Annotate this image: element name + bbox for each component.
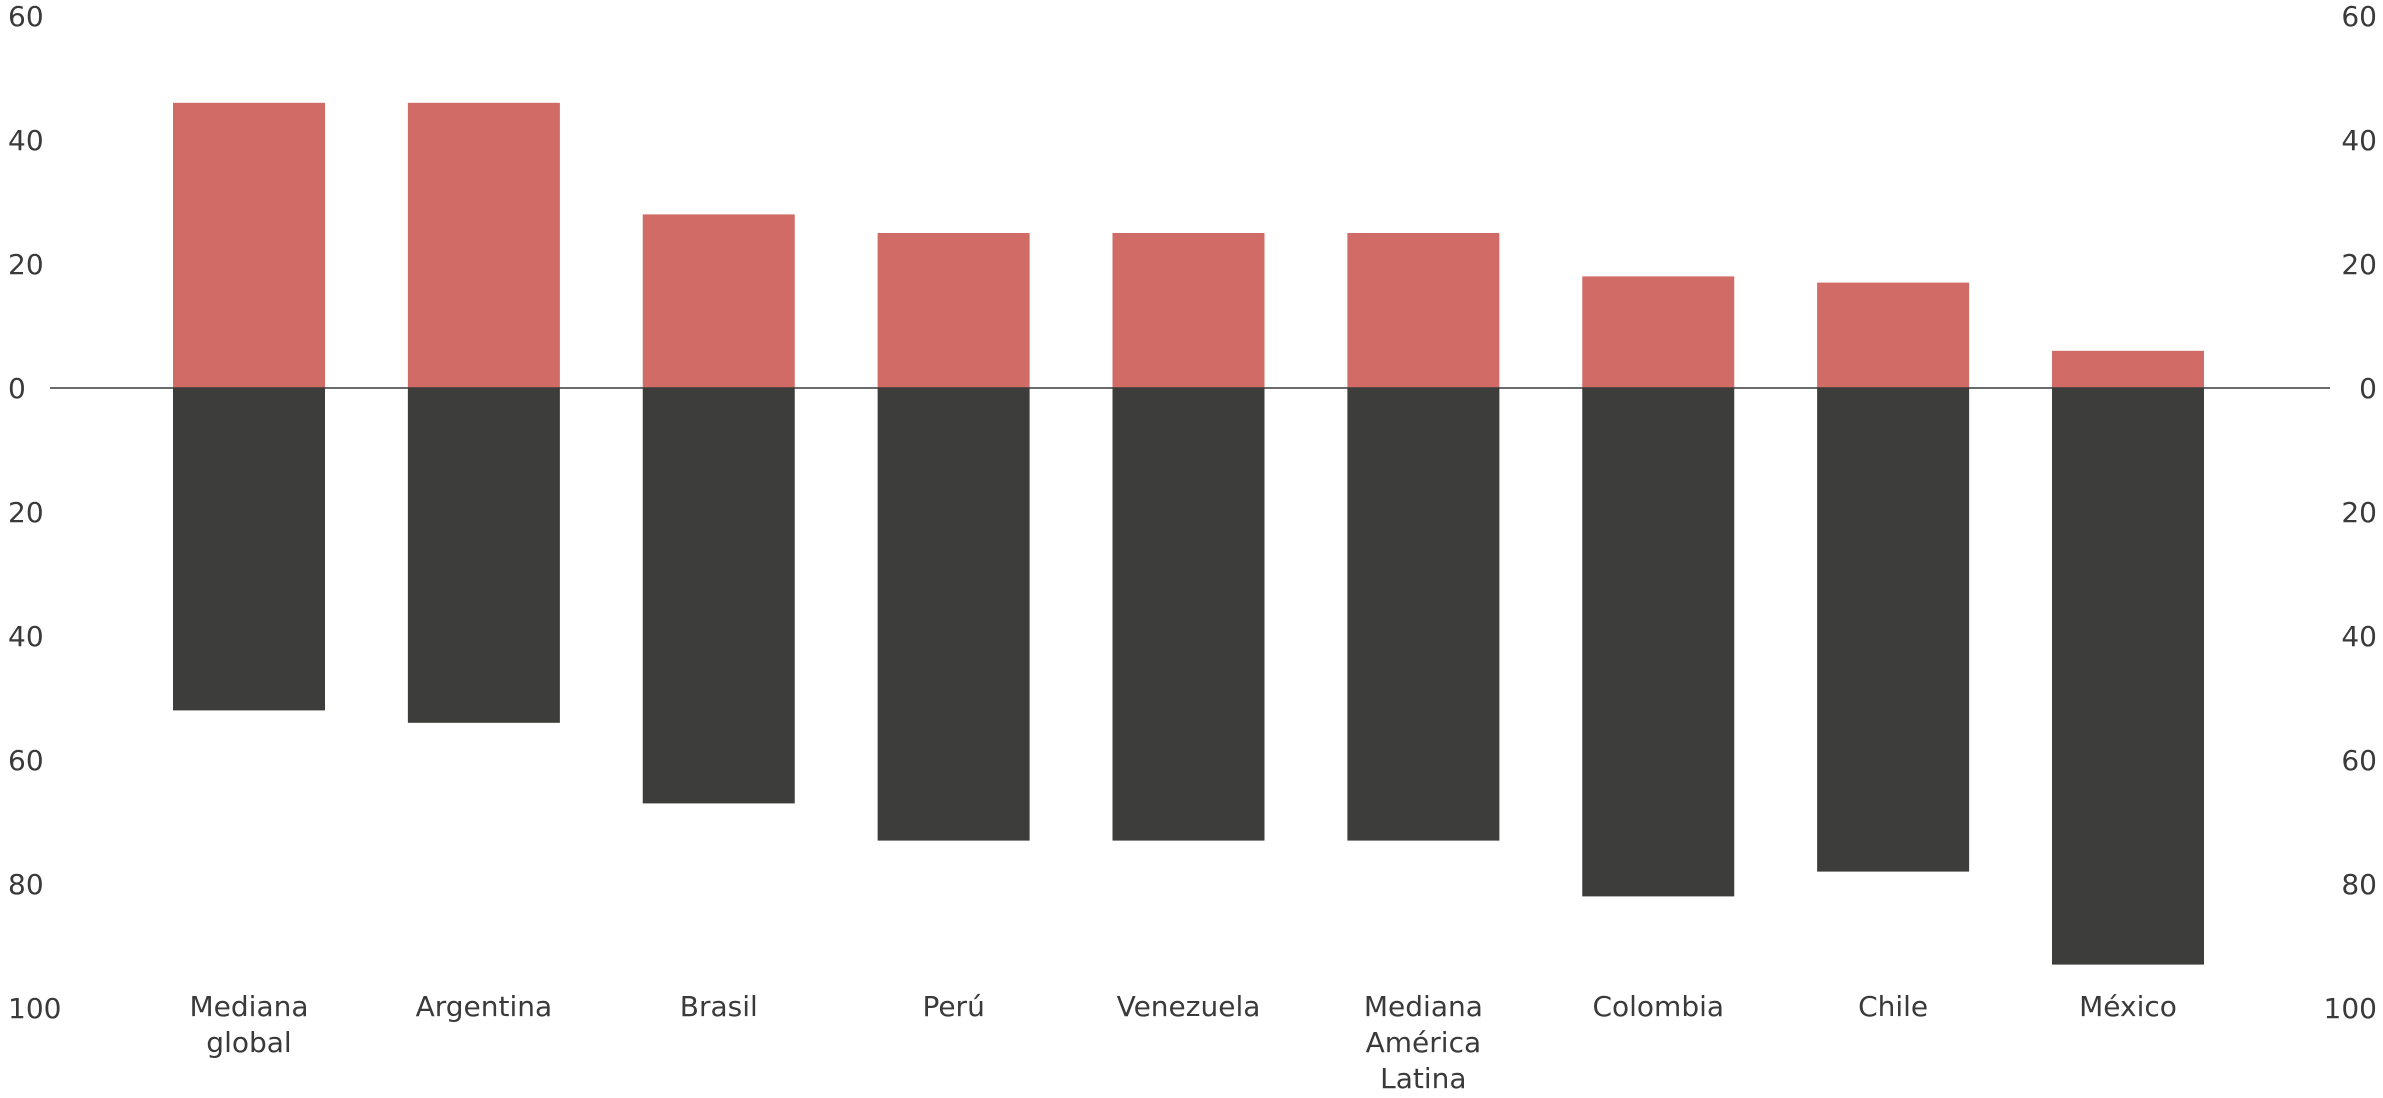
y-tick-left-4: 0 (8, 372, 26, 405)
bar-positive-3 (642, 214, 795, 388)
category-label-8: Chile (1858, 990, 1928, 1023)
y-tick-right-5: 20 (2341, 496, 2377, 529)
y-tick-left-9: 100 (8, 992, 61, 1025)
bar-negative-3 (642, 388, 795, 804)
bar-positive-7 (1582, 276, 1735, 388)
category-label-2: Argentina (416, 990, 553, 1023)
bar-negative-1 (173, 388, 325, 711)
bar-negative-2 (407, 388, 560, 723)
y-tick-left-8: 80 (8, 868, 44, 901)
category-label-line: México (2079, 990, 2177, 1023)
bar-positive-9 (2052, 350, 2204, 388)
bar-negative-9 (2052, 388, 2204, 965)
category-label-1: Mediana global (190, 990, 309, 1059)
category-label-5: Venezuela (1117, 990, 1261, 1023)
category-label-line: global (206, 1026, 291, 1059)
y-tick-left-3: 20 (8, 248, 44, 281)
bar-negative-7 (1582, 388, 1735, 897)
category-label-7: Colombia (1592, 990, 1724, 1023)
category-label-line: Brasil (680, 990, 758, 1023)
category-label-line: Chile (1858, 990, 1928, 1023)
category-label-4: Perú (922, 990, 984, 1023)
y-tick-right-4: 0 (2359, 372, 2377, 405)
bar-negative-6 (1347, 388, 1500, 841)
y-tick-left-7: 60 (8, 744, 44, 777)
y-tick-right-6: 40 (2341, 620, 2377, 653)
category-label-3: Brasil (680, 990, 758, 1023)
bar-positive-1 (173, 102, 325, 389)
category-label-line: Mediana (1364, 990, 1483, 1023)
right-y-axis: 60 40 20 0 20 40 60 80 100 (2324, 0, 2377, 1025)
category-label-line: América (1366, 1026, 1482, 1059)
category-label-9: México (2079, 990, 2177, 1023)
bar-positive-6 (1347, 233, 1500, 388)
bar-positive-2 (407, 102, 560, 389)
bars-layer (173, 102, 2204, 965)
y-tick-right-8: 80 (2341, 868, 2377, 901)
bar-positive-8 (1817, 282, 1970, 388)
y-tick-right-3: 20 (2341, 248, 2377, 281)
category-label-line: Perú (922, 990, 984, 1023)
y-tick-left-6: 40 (8, 620, 44, 653)
category-label-line: Argentina (416, 990, 553, 1023)
y-tick-right-9: 100 (2324, 992, 2377, 1025)
category-label-6: Mediana América Latina (1364, 990, 1483, 1093)
category-label-line: Venezuela (1117, 990, 1261, 1023)
y-tick-left-5: 20 (8, 496, 44, 529)
category-label-line: Colombia (1592, 990, 1724, 1023)
bar-negative-4 (877, 388, 1030, 841)
bar-positive-4 (877, 233, 1030, 388)
category-label-line: Mediana (190, 990, 309, 1023)
y-tick-right-2: 40 (2341, 124, 2377, 157)
bar-positive-5 (1112, 233, 1265, 388)
left-y-axis: 60 40 20 0 20 40 60 80 100 (8, 0, 61, 1025)
y-tick-left-2: 40 (8, 124, 44, 157)
category-label-line: Latina (1380, 1062, 1466, 1093)
y-tick-right-7: 60 (2341, 744, 2377, 777)
bar-negative-5 (1112, 388, 1265, 841)
y-tick-left-1: 60 (8, 0, 44, 33)
y-tick-right-1: 60 (2341, 0, 2377, 33)
bar-negative-8 (1817, 388, 1970, 872)
